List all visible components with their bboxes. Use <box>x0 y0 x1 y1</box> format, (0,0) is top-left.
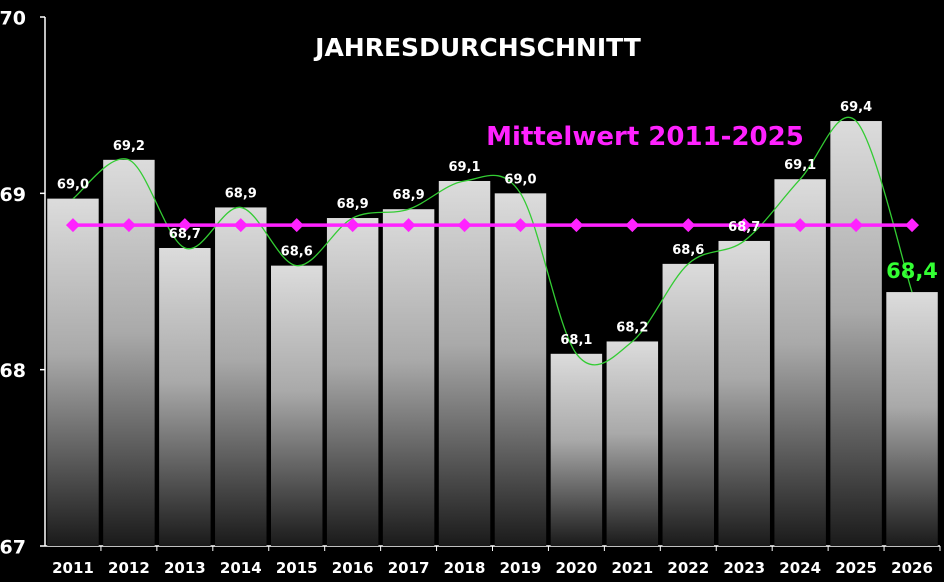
x-tick-label: 2020 <box>556 559 598 577</box>
bar <box>718 240 770 546</box>
data-label: 68,4 <box>886 259 938 283</box>
data-label: 69,0 <box>57 178 89 193</box>
tick-labels: 67 68 69 70 2011 2012 2013 2014 2015 2016 2017 2018… <box>0 8 933 578</box>
x-tick-label: 2011 <box>52 559 94 577</box>
y-tick-label: 69 <box>0 184 26 206</box>
mean-line-label: Mittelwert 2011-2025 <box>486 122 804 152</box>
data-label: 68,9 <box>337 197 369 212</box>
mean-marker <box>569 218 584 233</box>
bar <box>103 159 155 546</box>
mean-marker <box>793 218 808 233</box>
y-tick-label: 67 <box>0 537 26 559</box>
bars <box>47 121 938 547</box>
bar <box>326 218 379 546</box>
data-label: 68,7 <box>169 227 201 242</box>
bar <box>382 209 435 546</box>
x-tick-label: 2022 <box>667 559 709 577</box>
mean-marker <box>233 218 248 233</box>
data-label: 68,9 <box>225 186 257 201</box>
mean-marker <box>513 218 528 233</box>
x-tick-label: 2017 <box>388 559 430 577</box>
bar <box>774 179 826 546</box>
data-label: 69,2 <box>113 139 145 154</box>
mean-marker <box>457 218 472 233</box>
mean-marker <box>345 218 360 233</box>
y-tick-label: 68 <box>0 360 26 382</box>
mean-marker <box>905 218 920 233</box>
mean-marker <box>681 218 696 233</box>
x-tick-label: 2026 <box>891 559 933 577</box>
bar <box>830 121 882 546</box>
mean-marker <box>289 218 304 233</box>
bar <box>438 180 491 547</box>
mean-marker <box>65 218 80 233</box>
data-label: 68,7 <box>728 220 760 235</box>
mean-marker <box>177 218 192 233</box>
bar <box>270 265 323 546</box>
x-tick-label: 2025 <box>835 559 877 577</box>
data-labels: 69,0 69,2 68,7 68,9 68,6 68,9 68,9 69,1 69,0 68,1… <box>57 100 938 348</box>
data-label: 68,6 <box>281 245 313 260</box>
mean-marker <box>737 218 752 233</box>
bar <box>662 263 715 546</box>
data-label: 68,1 <box>560 333 592 348</box>
data-label: 68,2 <box>616 320 648 335</box>
mean-marker <box>401 218 416 233</box>
x-tick-label: 2018 <box>444 559 486 577</box>
x-tick-label: 2021 <box>611 559 653 577</box>
data-label: 68,9 <box>393 188 425 203</box>
x-tick-label: 2019 <box>500 559 542 577</box>
mean-line <box>65 218 920 233</box>
data-label: 69,1 <box>784 158 816 173</box>
x-tick-label: 2013 <box>164 559 206 577</box>
bar <box>159 247 211 546</box>
bar <box>47 198 99 546</box>
bar <box>550 353 603 546</box>
mean-marker <box>625 218 640 233</box>
x-tick-label: 2023 <box>723 559 765 577</box>
chart-title: JAHRESDURCHSCHNITT <box>313 33 641 62</box>
bar <box>606 341 659 546</box>
data-label: 69,0 <box>504 172 536 187</box>
mean-marker <box>849 218 864 233</box>
x-tick-label: 2014 <box>220 559 262 577</box>
x-tick-label: 2024 <box>779 559 821 577</box>
bar <box>494 193 547 547</box>
data-label: 69,4 <box>840 100 872 115</box>
y-tick-label: 70 <box>0 8 26 30</box>
data-label: 69,1 <box>448 160 480 175</box>
x-tick-label: 2012 <box>108 559 150 577</box>
bar <box>215 207 267 546</box>
x-tick-label: 2015 <box>276 559 318 577</box>
bar <box>886 292 938 546</box>
x-tick-label: 2016 <box>332 559 374 577</box>
mean-marker <box>121 218 136 233</box>
data-label: 68,6 <box>672 243 704 258</box>
